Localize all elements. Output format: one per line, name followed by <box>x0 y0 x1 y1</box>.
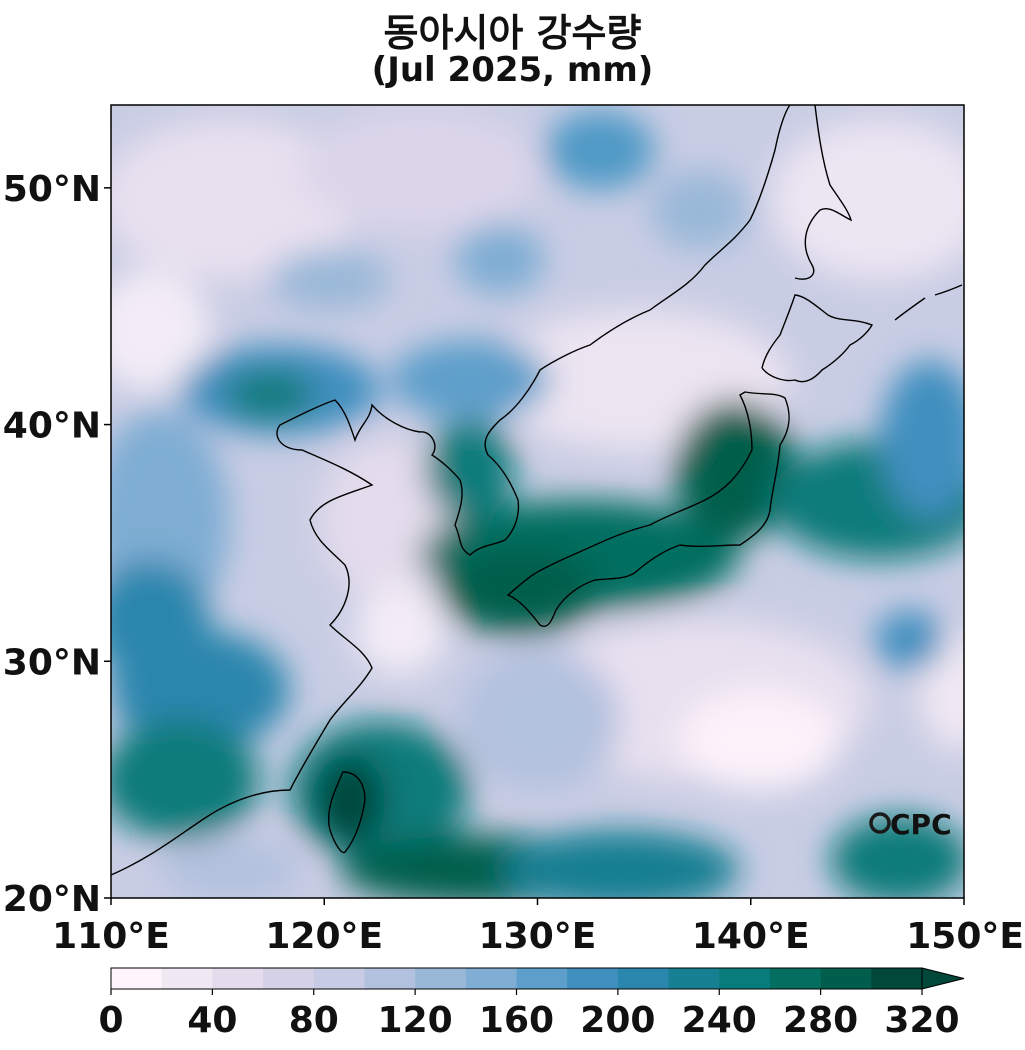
colorbar-segment <box>364 968 416 989</box>
colorbar-segment <box>516 968 568 989</box>
colorbar-tick-label: 320 <box>884 1000 959 1041</box>
colorbar-ticks: 0 40 80 120 160 200 240 280 320 <box>98 989 960 1041</box>
colorbar-segment <box>415 968 467 989</box>
colorbar-extend-arrow <box>921 967 965 990</box>
colorbar-segment <box>617 968 670 989</box>
colorbar-segment <box>567 968 619 989</box>
lat-tick-label: 40°N <box>3 406 101 447</box>
colorbar-tick-label: 200 <box>580 1000 655 1041</box>
colorbar-segment <box>668 968 720 989</box>
colorbar <box>110 967 965 990</box>
lon-tick-label: 110°E <box>52 916 170 957</box>
colorbar-tick-label: 160 <box>479 1000 554 1041</box>
colorbar-segment <box>212 968 264 989</box>
colorbar-segment <box>719 968 771 989</box>
colorbar-tick-label: 40 <box>187 1000 237 1041</box>
colorbar-segment <box>871 968 923 989</box>
colorbar-tick-label: 0 <box>98 1000 123 1041</box>
cpc-logo: CPC <box>869 808 952 841</box>
watermark-text: CPC <box>890 808 952 841</box>
colorbar-tick-label: 280 <box>783 1000 858 1041</box>
colorbar-tick-label: 240 <box>682 1000 757 1041</box>
colorbar-segment <box>263 968 315 989</box>
lon-tick-label: 150°E <box>906 916 1024 957</box>
precipitation-field <box>111 105 964 898</box>
colorbar-segment <box>769 968 822 989</box>
colorbar-tick-label: 120 <box>378 1000 453 1041</box>
lon-tick-label: 120°E <box>265 916 383 957</box>
colorbar-segment <box>313 968 365 989</box>
cpc-logo-icon <box>869 812 891 834</box>
lon-tick-label: 130°E <box>479 916 597 957</box>
lon-tick-label: 140°E <box>692 916 810 957</box>
colorbar-segment <box>111 968 163 989</box>
colorbar-segment <box>161 968 213 989</box>
colorbar-tick-label: 80 <box>289 1000 339 1041</box>
colorbar-segment <box>465 968 517 989</box>
coastlines <box>111 105 963 876</box>
lat-tick-label: 50°N <box>3 169 101 210</box>
lat-tick-label: 20°N <box>3 879 101 920</box>
map-title: 동아시아 강수량 <box>383 11 642 55</box>
colorbar-segment <box>820 968 872 989</box>
lat-tick-label: 30°N <box>3 642 101 683</box>
longitude-axis: 110°E 120°E 130°E 140°E 150°E <box>52 898 1024 957</box>
latitude-axis: 50°N 40°N 30°N 20°N <box>3 169 111 920</box>
map-subtitle: (Jul 2025, mm) <box>371 50 654 90</box>
